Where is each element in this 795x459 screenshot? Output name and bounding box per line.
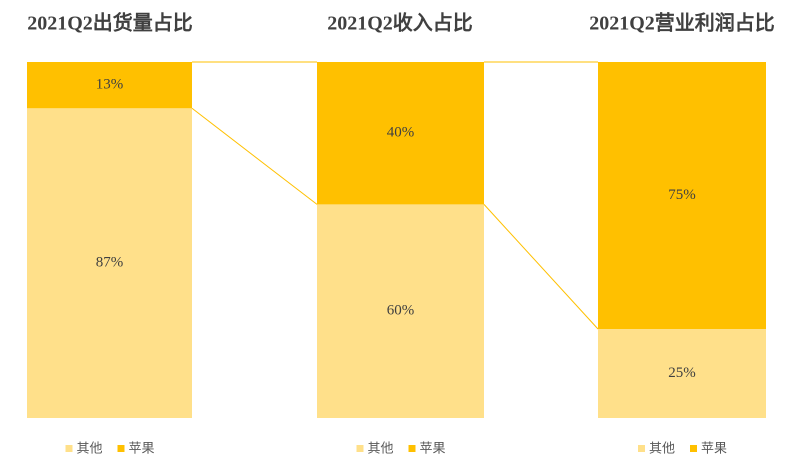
legend-label: 苹果 — [420, 442, 446, 457]
legend-swatch — [356, 445, 364, 452]
bar-segment — [317, 204, 484, 418]
legend-swatch — [690, 445, 697, 452]
legend-label: 苹果 — [129, 442, 155, 457]
chart-title: 2021Q2营业利润占比 — [589, 11, 775, 35]
bar-segment — [317, 62, 484, 205]
legend-label: 其他 — [368, 442, 394, 457]
connector-line — [483, 204, 599, 330]
bar-segment — [27, 62, 192, 109]
legend-swatch — [408, 445, 416, 452]
data-label: 25% — [668, 365, 696, 381]
chart-title: 2021Q2出货量占比 — [27, 11, 193, 35]
connector-line — [191, 107, 318, 205]
legend-swatch — [65, 445, 73, 452]
bar-segment — [27, 108, 192, 418]
legend-label: 苹果 — [701, 442, 727, 457]
data-label: 87% — [96, 255, 124, 271]
bar-segment — [598, 329, 766, 418]
data-label: 75% — [668, 187, 696, 203]
bar-segment — [598, 62, 766, 329]
legend-label: 其他 — [77, 442, 103, 457]
data-label: 60% — [387, 303, 415, 319]
data-label: 40% — [387, 125, 415, 141]
data-label: 13% — [96, 77, 124, 93]
legend-label: 其他 — [649, 442, 675, 457]
chart-title: 2021Q2收入占比 — [327, 11, 473, 35]
legend-swatch — [117, 445, 125, 452]
legend-swatch — [638, 445, 645, 452]
